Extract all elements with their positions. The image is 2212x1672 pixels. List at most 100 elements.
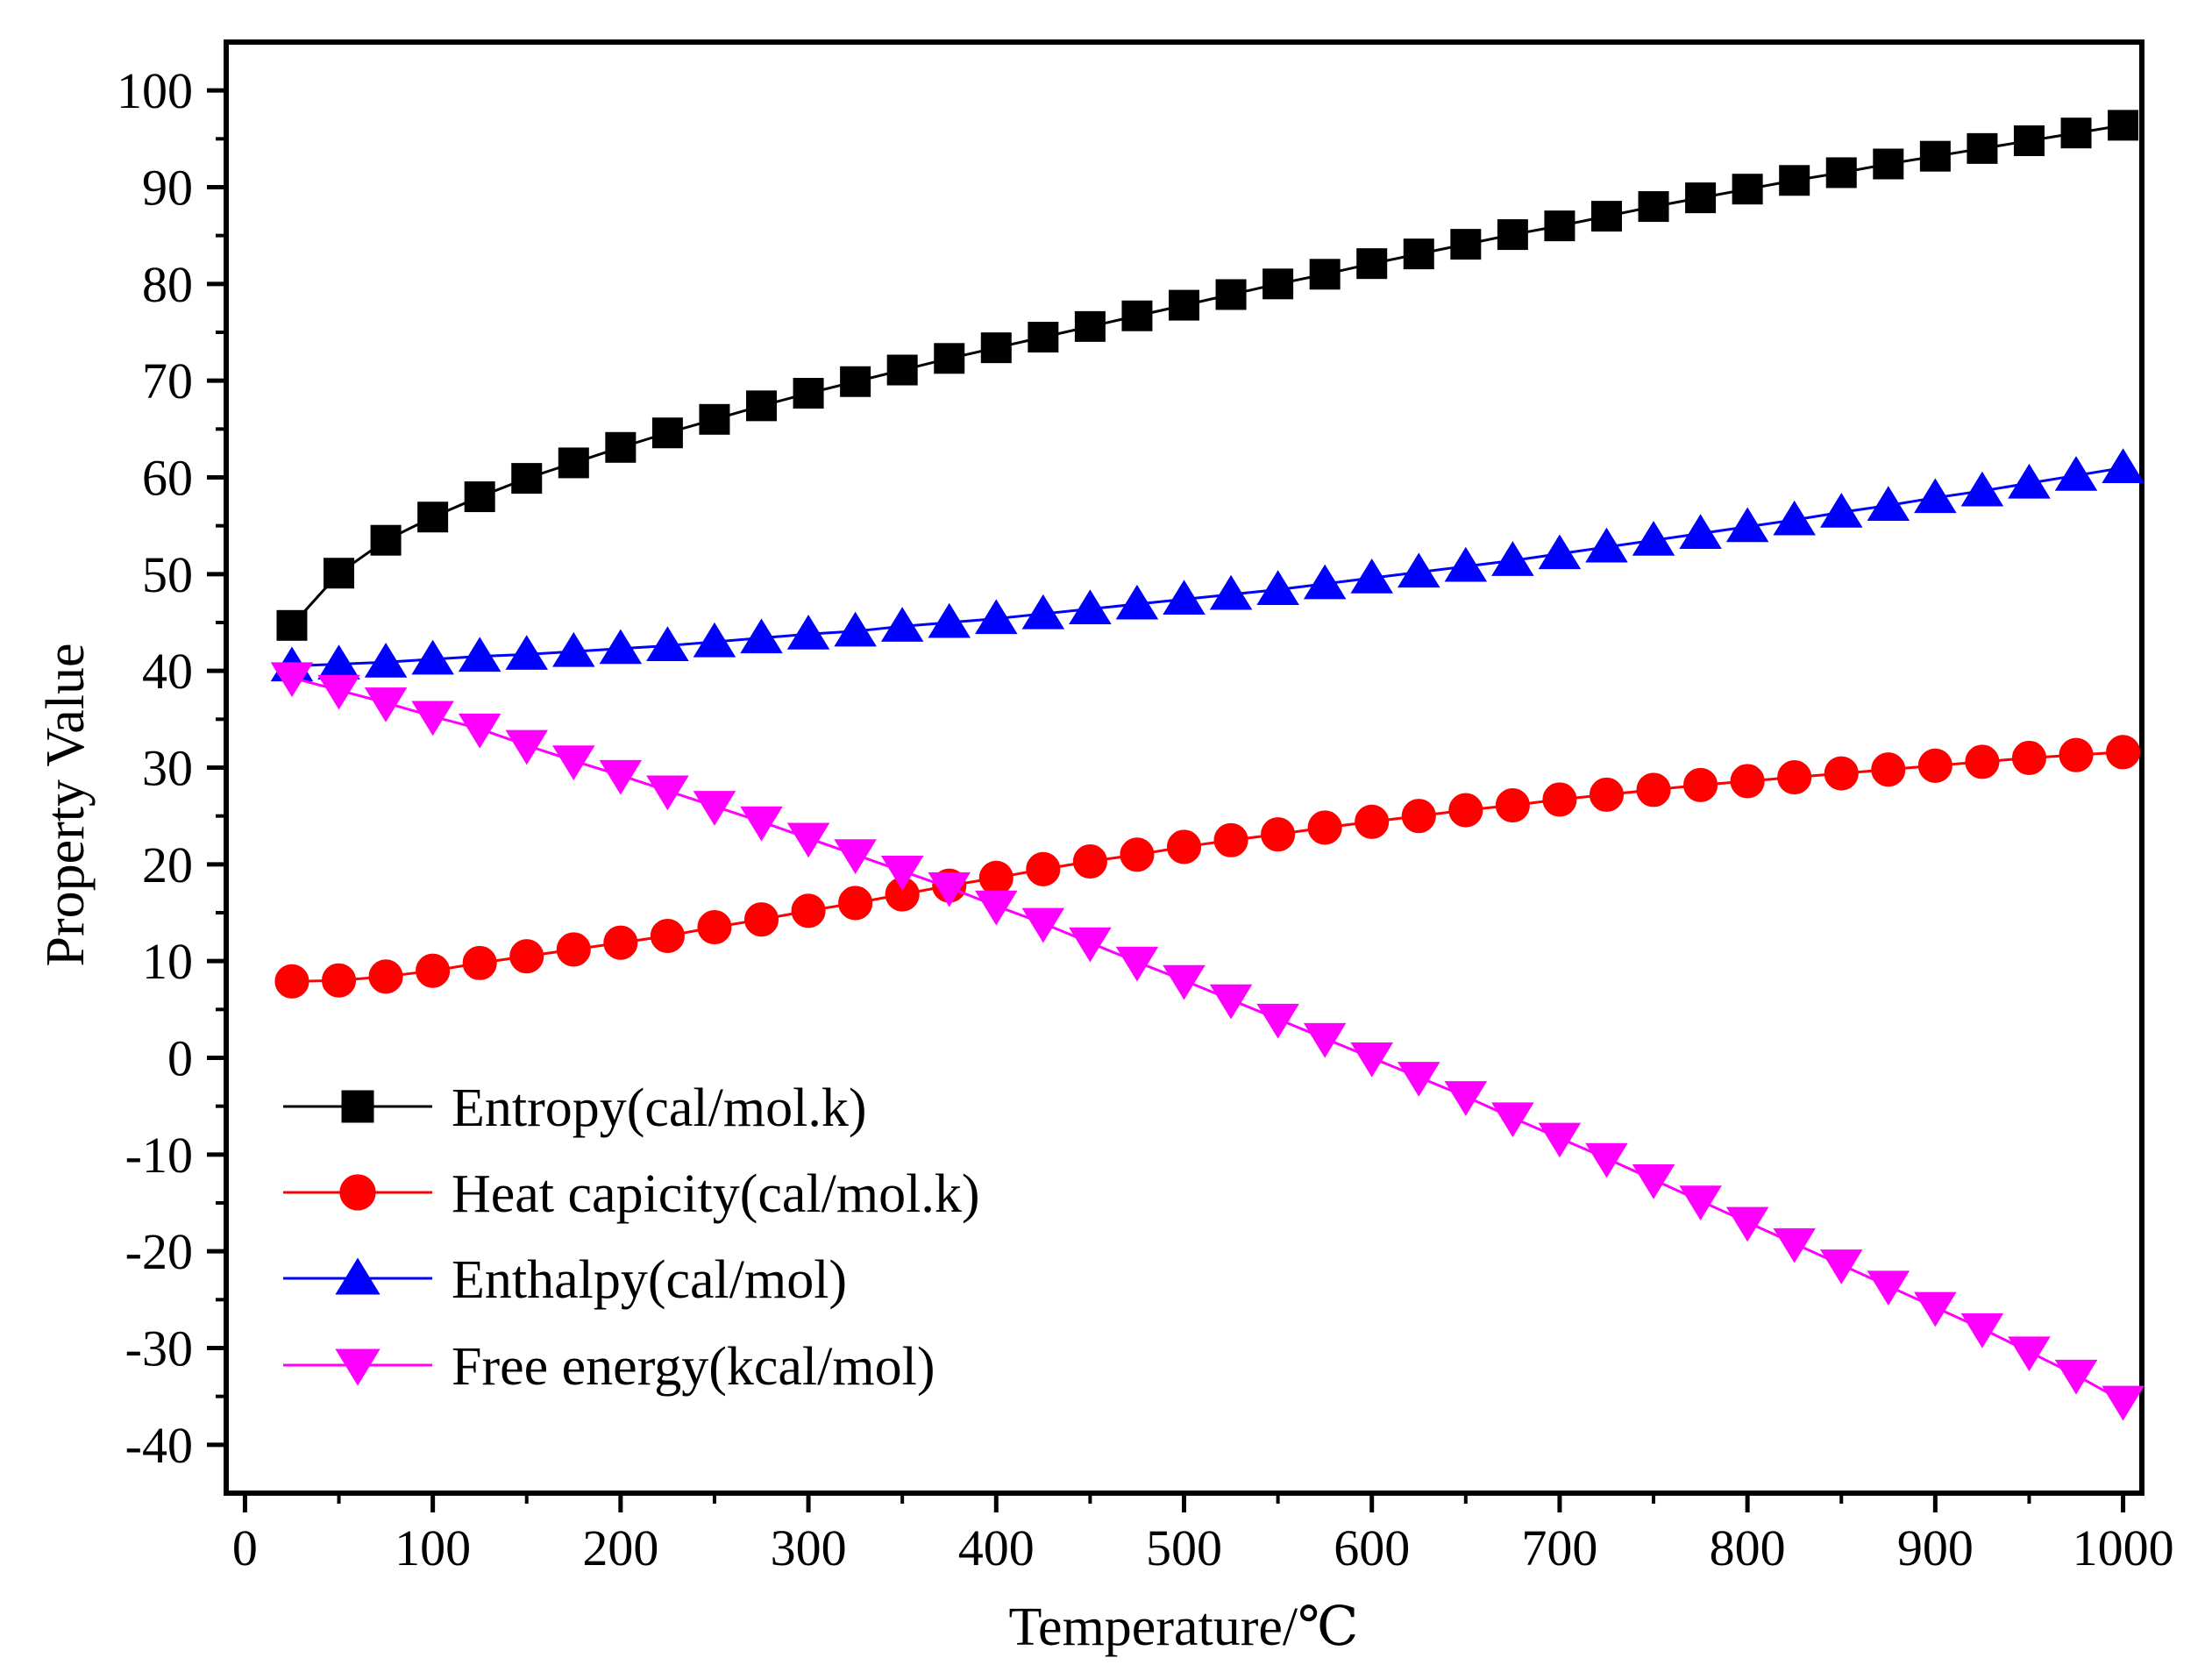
y-axis-title: Property Value [36,643,96,966]
series-line [291,751,2123,983]
data-point [740,806,783,842]
data-point [1683,767,1718,802]
data-point [1350,559,1393,594]
data-point [370,524,402,556]
legend-item: Free energy(kcal/mol) [283,1337,935,1397]
data-point [1825,157,1857,189]
legend-label: Enthalpy(cal/mol) [452,1250,847,1310]
data-point [458,637,501,672]
data-point [1213,822,1248,857]
data-point [1538,1122,1582,1158]
data-point [1873,148,1904,180]
y-tick-label: 30 [142,740,193,797]
legend-label: Heat capicity(cal/mol.k) [452,1164,980,1224]
y-axis-ticks: -40 -30 -20 -10 0 10 20 30 40 50 60 70 80 90 100 [117,62,226,1474]
data-point [1773,500,1816,536]
y-tick-label: 70 [142,352,193,409]
data-point [746,390,778,422]
data-point [1544,210,1575,242]
data-point [270,662,314,698]
data-point [1262,268,1294,300]
data-point [324,558,355,589]
data-point [2008,463,2051,499]
y-tick-label: 20 [142,836,193,893]
y-tick-label: 60 [142,450,193,507]
data-point [1585,527,1628,563]
series-1 [274,735,2141,999]
x-tick-label: 800 [1710,1519,1786,1576]
data-point [1115,584,1159,620]
data-point [1491,541,1534,576]
series-line [291,676,2124,1403]
data-point [1725,1206,1769,1242]
data-point [834,839,877,875]
data-point [1398,1062,1440,1097]
x-tick-label: 1000 [2073,1519,2174,1576]
data-point [1355,804,1390,839]
data-point [693,791,736,826]
data-point [1120,837,1155,872]
data-point [980,332,1012,364]
data-point [1309,259,1341,290]
data-point [1403,238,1434,270]
x-axis-title: Temperature/℃ [1009,1597,1359,1657]
data-point [1871,752,1906,787]
x-tick-label: 0 [232,1519,258,1576]
data-point [276,609,308,641]
data-point [1917,748,1952,783]
data-point [274,964,309,999]
data-point [1307,810,1342,845]
data-point [1914,478,1957,514]
data-point [2102,448,2144,483]
y-tick-label: 100 [117,62,193,119]
y-tick-label: 90 [142,160,193,217]
legend-item: Heat capicity(cal/mol.k) [283,1164,980,1224]
data-point [411,701,454,736]
data-point [697,910,732,945]
data-point [1497,219,1528,251]
x-tick-label: 500 [1146,1519,1222,1576]
data-point [1021,907,1065,943]
data-point [934,343,965,374]
data-point [1350,1042,1393,1078]
data-point [1773,1227,1816,1263]
y-tick-label: 10 [142,933,193,990]
data-point [552,745,595,780]
data-point [1448,793,1483,828]
data-point [1356,248,1388,280]
x-tick-label: 600 [1334,1519,1410,1576]
data-point [928,602,971,638]
data-point [1589,777,1625,812]
y-tick-label: 0 [167,1030,193,1087]
data-point [599,629,643,665]
data-point [1256,1003,1299,1039]
data-point [840,366,871,397]
data-point [509,939,544,974]
data-point [1444,546,1488,582]
data-point [928,872,971,907]
data-point [1585,1142,1628,1178]
data-point [651,417,683,449]
x-tick-label: 700 [1521,1519,1597,1576]
data-point [458,713,501,749]
data-point [838,886,873,921]
data-point [599,759,643,795]
data-point [411,639,454,675]
data-point [2054,1359,2098,1395]
data-point [743,902,779,937]
data-point [462,945,497,980]
data-point [1679,1185,1722,1221]
data-point [1542,782,1577,817]
data-point [1538,534,1582,570]
data-point [1632,521,1675,556]
data-point [368,959,403,994]
data-point [1636,772,1671,808]
data-point [1303,1022,1347,1058]
data-point [1965,744,2000,779]
y-tick-label: -40 [125,1417,193,1474]
data-point [2013,125,2045,157]
data-point [1679,514,1722,549]
data-point [556,932,591,967]
data-point [975,890,1018,926]
data-point [321,963,357,998]
